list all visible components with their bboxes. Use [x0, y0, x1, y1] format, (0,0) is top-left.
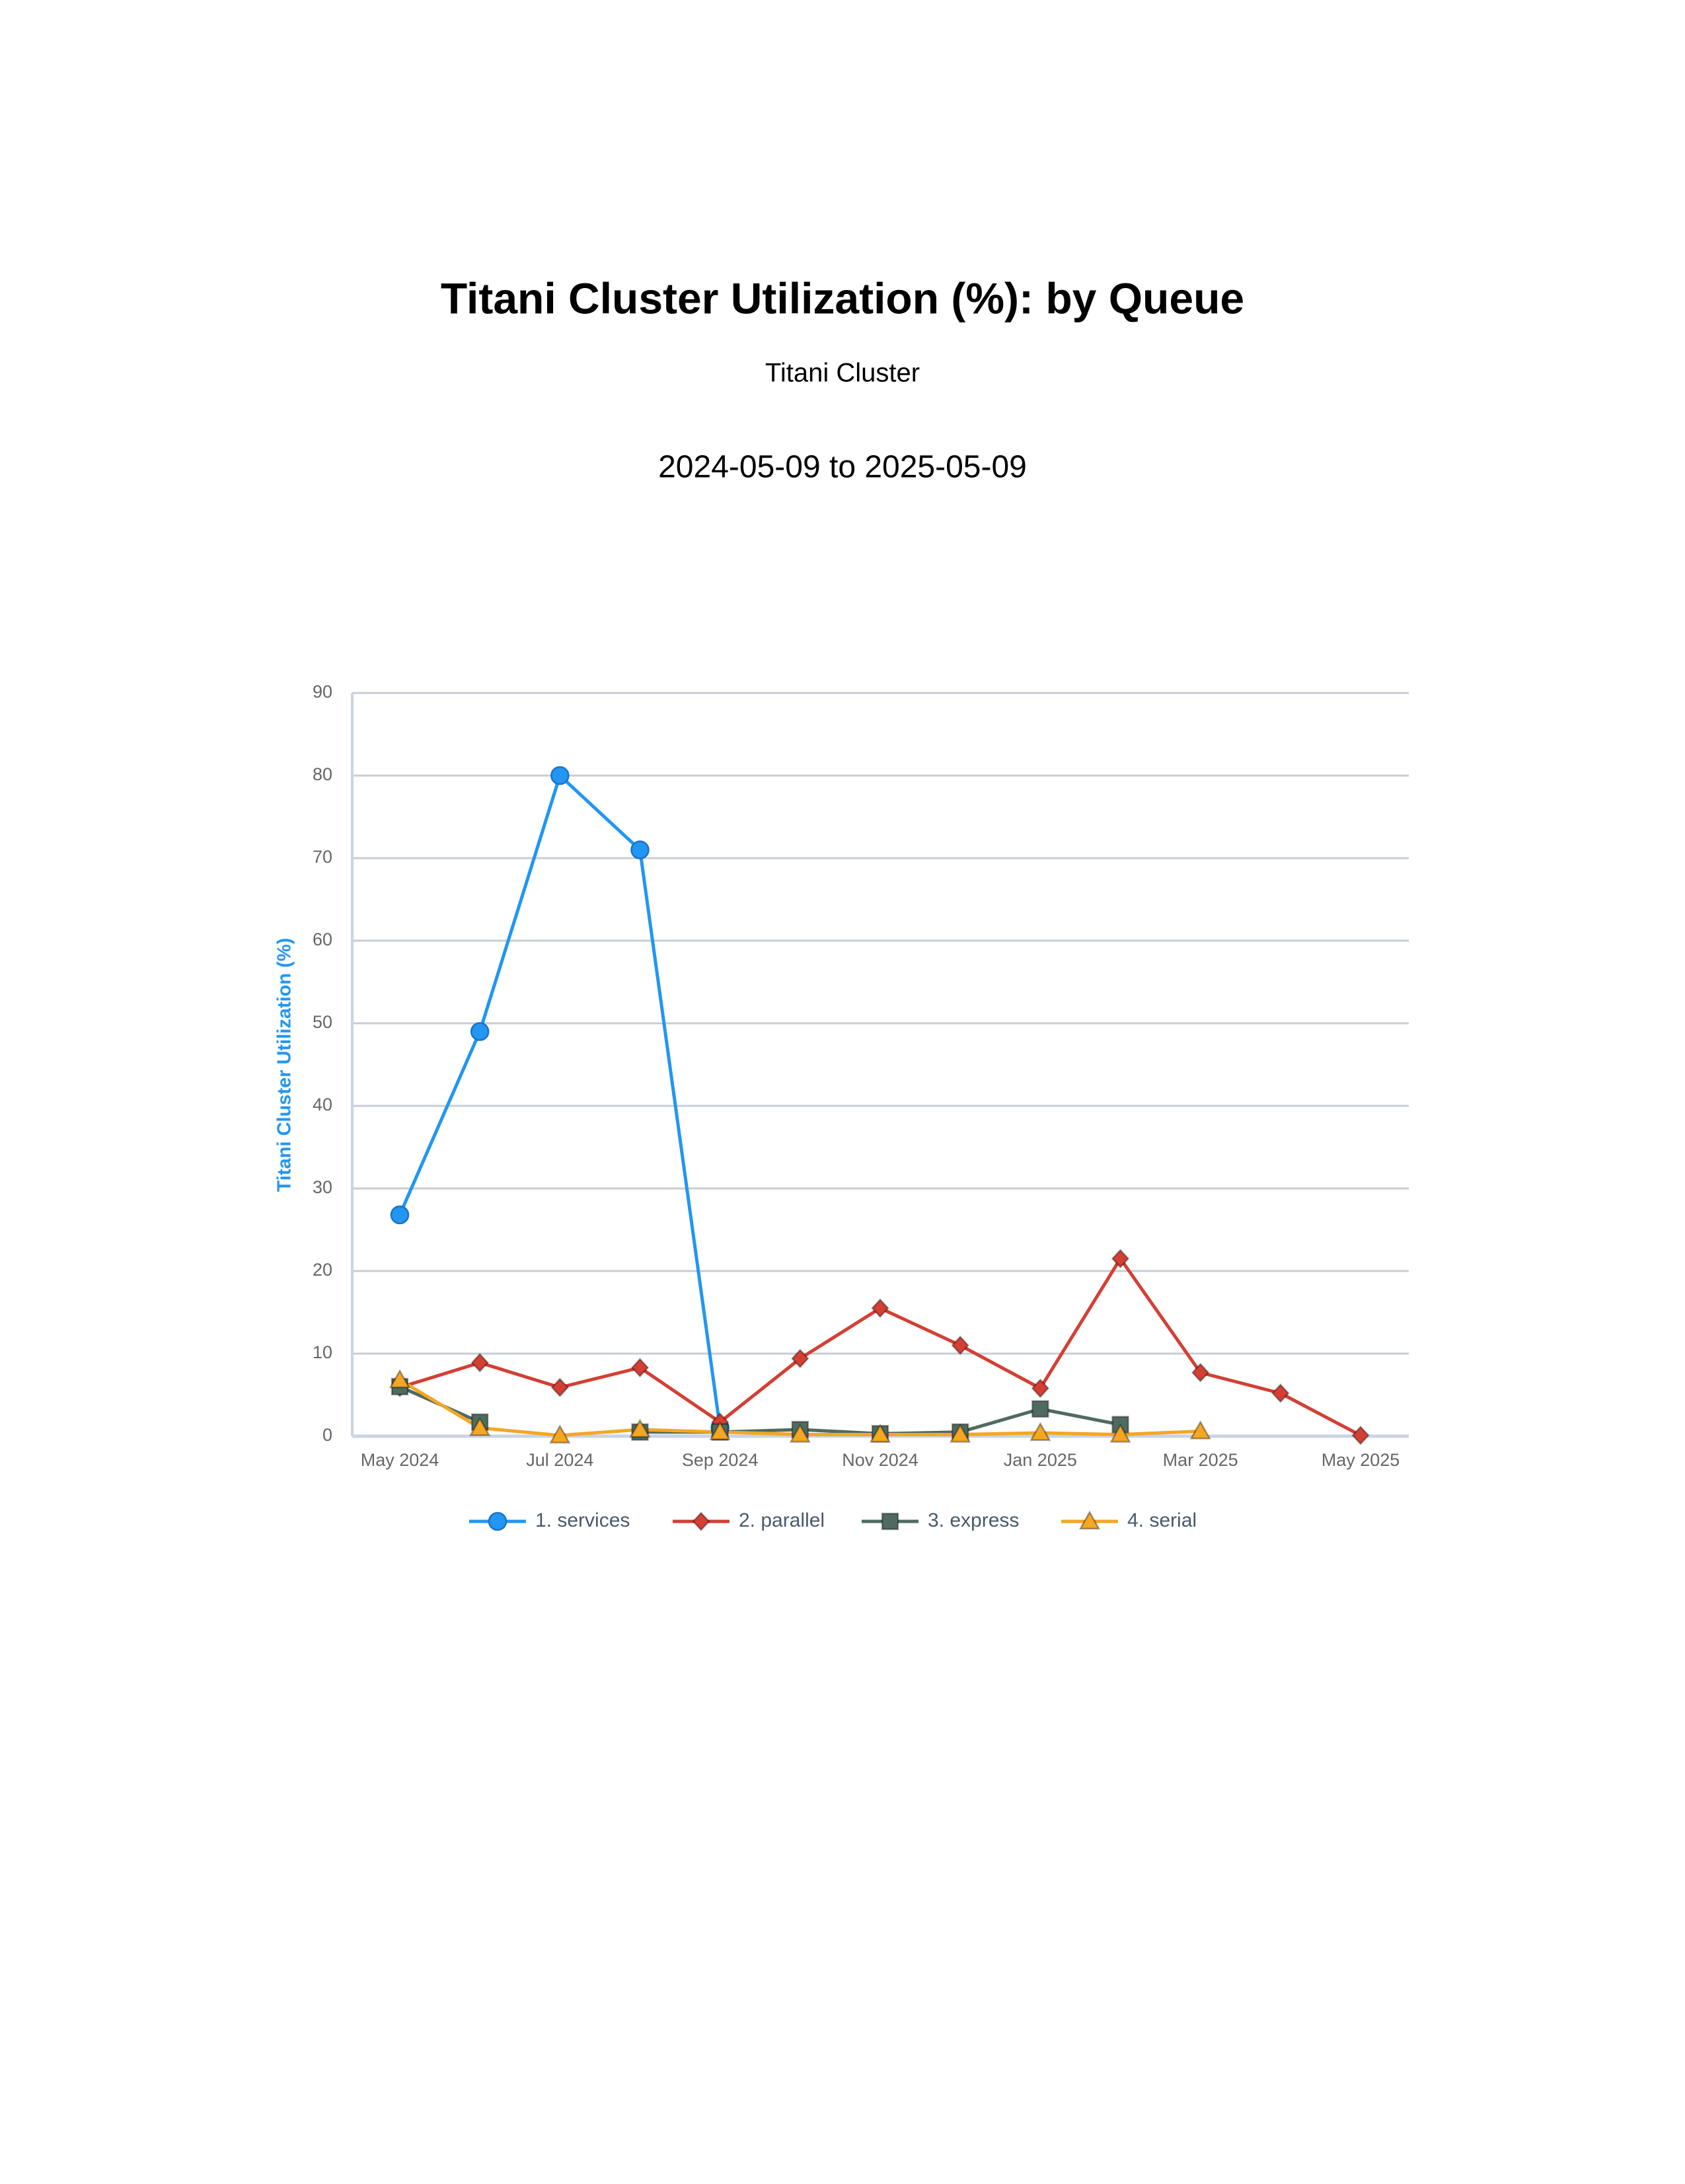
data-point — [1191, 1362, 1210, 1383]
data-point — [1030, 1422, 1051, 1441]
y-axis-label: Titani Cluster Utilization (%) — [274, 938, 295, 1192]
chart-subtitle: Titani Cluster — [765, 359, 920, 388]
x-tick-label: Jul 2024 — [526, 1450, 593, 1470]
y-tick-label: 40 — [313, 1095, 332, 1114]
data-point — [951, 1335, 969, 1356]
chart-period: 2024-05-09 to 2025-05-09 — [658, 450, 1027, 485]
x-tick-label: Nov 2024 — [842, 1450, 918, 1470]
x-tick-label: Jan 2025 — [1004, 1450, 1077, 1470]
legend-label: 4. serial — [1127, 1510, 1197, 1531]
data-point — [1351, 1425, 1370, 1445]
series-line — [398, 1385, 1121, 1436]
data-point — [630, 840, 650, 859]
data-point — [709, 1421, 731, 1440]
data-point — [1111, 1249, 1130, 1269]
data-point — [629, 1418, 651, 1438]
data-point — [1271, 1383, 1290, 1403]
legend-marker — [881, 1512, 899, 1531]
data-point — [630, 1358, 650, 1378]
legend-label: 2. parallel — [739, 1510, 825, 1531]
y-tick-label: 90 — [313, 682, 332, 702]
legend-marker — [692, 1511, 710, 1531]
data-point — [470, 1022, 490, 1041]
x-tick-label: Sep 2024 — [682, 1450, 759, 1470]
data-point — [789, 1423, 811, 1443]
y-tick-label: 20 — [313, 1260, 332, 1280]
data-point — [390, 1205, 410, 1225]
data-point — [869, 1423, 891, 1443]
y-tick-label: 60 — [313, 929, 332, 949]
data-point — [1031, 1400, 1049, 1418]
y-tick-label: 30 — [313, 1177, 332, 1197]
data-point — [549, 1424, 571, 1443]
data-point — [550, 766, 570, 785]
data-point — [389, 1369, 411, 1389]
y-tick-label: 10 — [313, 1342, 332, 1362]
legend-label: 1. services — [535, 1510, 630, 1531]
y-tick-label: 50 — [313, 1012, 332, 1032]
data-point — [871, 1298, 889, 1319]
data-point — [470, 1352, 489, 1373]
legend-marker — [488, 1511, 507, 1531]
y-tick-label: 70 — [313, 847, 332, 867]
y-tick-label: 80 — [313, 764, 332, 784]
data-point — [791, 1348, 809, 1369]
chart-title: Titani Cluster Utilization (%): by Queue — [441, 273, 1244, 322]
data-point — [950, 1423, 971, 1443]
x-tick-label: May 2025 — [1322, 1450, 1400, 1470]
legend-marker — [1078, 1510, 1101, 1530]
data-point — [550, 1377, 570, 1398]
series-line — [398, 774, 722, 1428]
legend-label: 3. express — [928, 1510, 1019, 1531]
data-point — [1189, 1420, 1211, 1439]
x-tick-label: Mar 2025 — [1163, 1450, 1238, 1470]
data-point — [1109, 1423, 1131, 1443]
x-tick-label: May 2024 — [361, 1450, 439, 1470]
data-point — [1031, 1378, 1050, 1399]
y-tick-label: 0 — [322, 1425, 332, 1445]
series-line — [399, 1256, 1362, 1437]
data-point — [469, 1416, 491, 1436]
